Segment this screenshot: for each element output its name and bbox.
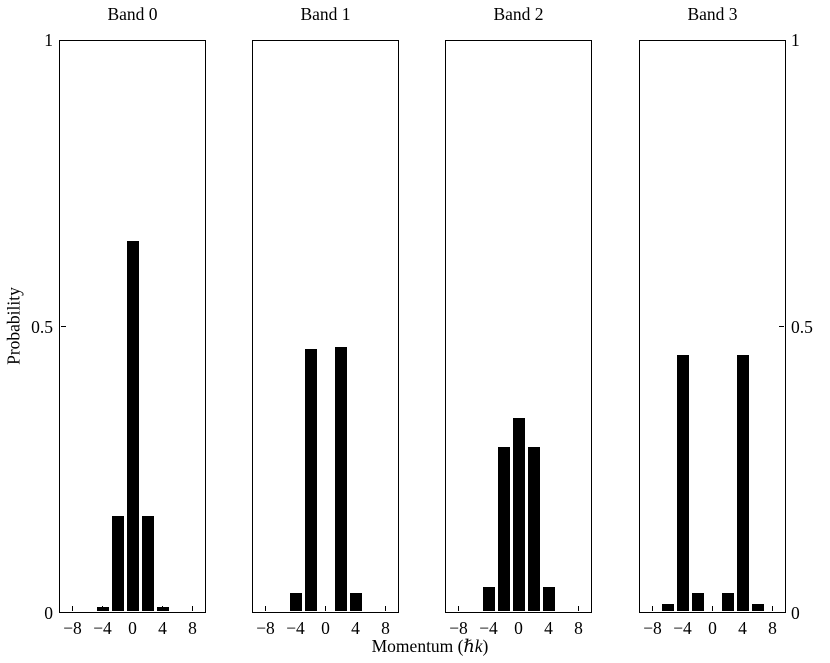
bar	[126, 240, 139, 612]
y-tick-label-left: 0	[44, 603, 53, 623]
bar	[141, 515, 154, 612]
bar	[676, 355, 689, 612]
panel-title-band-0: Band 0	[107, 4, 158, 24]
x-tick-label: 0	[514, 618, 523, 638]
y-tick-mark-left	[60, 325, 67, 328]
x-tick-label: −4	[286, 618, 305, 638]
x-tick-mark	[324, 605, 327, 612]
y-tick-label-right: 0	[791, 603, 800, 623]
x-axis-label-prefix: Momentum (	[371, 636, 464, 656]
x-tick-label: −8	[256, 618, 275, 638]
x-tick-label: −4	[479, 618, 498, 638]
x-tick-label: 4	[544, 618, 553, 638]
y-tick-label-right: 1	[791, 30, 800, 50]
x-tick-mark	[651, 605, 654, 612]
bar	[721, 592, 734, 612]
panel-title-band-3: Band 3	[687, 4, 738, 24]
bar	[111, 515, 124, 612]
x-tick-mark	[384, 605, 387, 612]
x-tick-label: 4	[158, 618, 167, 638]
bar	[691, 592, 704, 612]
x-tick-mark	[771, 605, 774, 612]
x-tick-label: −4	[673, 618, 692, 638]
x-tick-label: 8	[574, 618, 583, 638]
bar	[289, 592, 302, 612]
x-tick-mark	[264, 605, 267, 612]
x-tick-mark	[457, 605, 460, 612]
bar	[751, 604, 764, 612]
x-tick-mark	[191, 605, 194, 612]
bar	[661, 604, 674, 612]
panel-title-band-1: Band 1	[300, 4, 351, 24]
bar	[527, 446, 540, 612]
x-axis-label-hbar-k: ℏk	[463, 636, 483, 656]
bar	[156, 607, 169, 612]
x-tick-label: 0	[128, 618, 137, 638]
x-tick-label: 0	[708, 618, 717, 638]
x-axis-label-suffix: )	[482, 636, 489, 656]
bar	[736, 355, 749, 612]
bar	[512, 418, 525, 612]
x-tick-mark	[711, 605, 714, 612]
x-axis-label: Momentum (ℏk)	[372, 636, 489, 657]
y-tick-label-right: 0.5	[791, 316, 813, 337]
x-tick-label: 8	[768, 618, 777, 638]
x-tick-label: 8	[188, 618, 197, 638]
bar	[497, 446, 510, 612]
x-tick-label: 4	[738, 618, 747, 638]
x-tick-label: −8	[63, 618, 82, 638]
x-tick-label: −8	[643, 618, 662, 638]
bar	[349, 592, 362, 612]
bar	[334, 346, 347, 612]
x-tick-label: −8	[449, 618, 468, 638]
x-tick-mark	[71, 605, 74, 612]
x-tick-label: 0	[321, 618, 330, 638]
panel-title-band-2: Band 2	[493, 4, 544, 24]
panel-band-1	[252, 40, 399, 613]
y-tick-label-left: 0.5	[31, 316, 53, 337]
y-tick-mark-right	[778, 325, 785, 328]
bar	[304, 349, 317, 612]
bar	[542, 587, 555, 612]
y-tick-label-left: 1	[44, 30, 53, 50]
x-tick-label: 8	[381, 618, 390, 638]
bar	[96, 607, 109, 612]
panel-band-3	[639, 40, 786, 613]
x-tick-label: 4	[351, 618, 360, 638]
x-tick-mark	[577, 605, 580, 612]
bar	[482, 587, 495, 612]
x-tick-label: −4	[93, 618, 112, 638]
